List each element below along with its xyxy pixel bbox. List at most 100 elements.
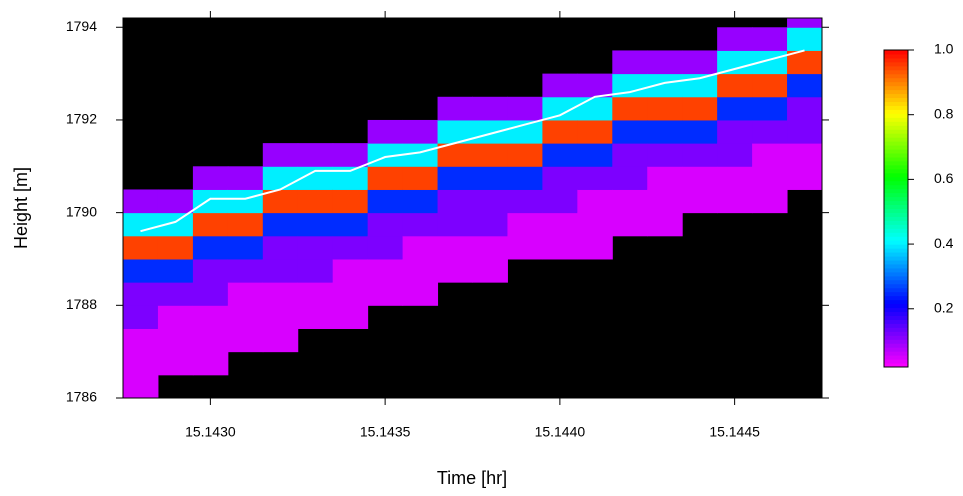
colorbar-swatch [884,57,908,63]
colorbar [884,50,908,368]
heat-cell [577,143,613,167]
heat-cell [367,189,404,214]
heat-cell [787,27,822,51]
colorbar-swatch [884,232,908,237]
heat-cell [612,143,648,167]
heat-cell [787,143,822,167]
colorbar-swatch [884,343,908,348]
x-tick-label: 15.1445 [709,424,760,440]
colorbar-swatch [884,164,908,170]
colorbar-swatch [884,355,908,360]
heat-cell [612,212,648,237]
heat-cell [192,258,229,283]
heat-cell [647,143,683,167]
heat-cell [192,351,229,376]
plot-frame [122,17,823,399]
heat-cell [262,328,299,353]
colorbar-swatch [884,291,908,297]
colorbar-swatch [884,263,908,269]
colorbar-tick-label: 0.8 [934,105,954,121]
colorbar-swatch [884,240,908,245]
heat-cell [682,143,718,167]
colorbar-swatch [884,153,908,158]
colorbar-swatch [884,125,908,130]
heat-cell [647,212,683,237]
colorbar-swatch [884,347,908,352]
colorbar-swatch [884,359,908,364]
heat-cell [472,96,508,121]
heat-cell [157,328,194,353]
heat-cell [752,119,788,144]
colorbar-swatch [884,168,908,174]
colorbar-swatch [884,224,908,229]
colorbar-swatch [884,93,908,99]
heat-cell [542,96,578,121]
colorbar-swatch [884,97,908,103]
heat-cell [332,235,369,260]
heat-cell [507,189,543,214]
colorbar-swatch [884,160,908,166]
heat-cell [787,73,822,98]
colorbar-swatch [884,156,908,162]
colorbar-swatch [884,244,908,249]
heat-cell [682,50,718,75]
heat-cell [297,189,334,214]
heat-cell [507,143,543,167]
y-axis-label: Height [m] [11,167,31,249]
heat-cell [297,212,334,237]
heat-cell [612,96,648,121]
heat-cell [262,212,299,237]
colorbar-tick-label: 1.0 [934,41,954,57]
colorbar-swatch [884,220,908,225]
heat-cell [262,189,299,214]
heat-cell [472,212,508,237]
heat-cell [157,351,194,376]
colorbar-swatch [884,204,908,209]
heat-cell [367,212,404,237]
heat-cell [717,166,753,190]
heat-cell [717,73,753,98]
colorbar-swatch [884,180,908,186]
colorbar-swatch [884,212,908,217]
heat-cell [227,305,264,329]
heat-cell [332,305,369,329]
line [140,49,805,233]
colorbar-swatch [884,303,908,309]
colorbar-frame [883,49,909,368]
colorbar-swatch [884,89,908,95]
heat-cell [717,143,753,167]
heat-cell [472,235,508,260]
colorbar-swatch [884,283,908,289]
colorbar-swatch [884,335,908,340]
heat-cell [192,235,229,260]
colorbar-swatch [884,339,908,344]
heat-cell [297,166,334,190]
heat-cell [717,189,753,214]
colorbar-swatch [884,252,908,257]
heat-cell [402,258,439,283]
heat-cell [717,96,753,121]
heat-cell [123,282,159,306]
heat-cell [123,258,159,283]
colorbar-swatch [884,73,908,79]
heat-cell [577,119,613,144]
heat-cell [297,235,334,260]
heat-cell [332,166,369,190]
heat-cell [787,50,822,75]
heat-cell [437,189,473,214]
colorbar-swatch [884,188,908,194]
heat-cell [262,235,299,260]
colorbar-swatch [884,133,908,138]
heat-cell [262,305,299,329]
heat-cell [402,189,439,214]
heat-cell [402,166,439,190]
heat-cell [577,212,613,237]
colorbar-swatch [884,256,908,261]
heat-cell [647,50,683,75]
heat-cell [192,282,229,306]
colorbar-swatch [884,287,908,293]
colorbar-swatch [884,137,908,142]
heat-cell [297,143,334,167]
heat-cell [332,258,369,283]
